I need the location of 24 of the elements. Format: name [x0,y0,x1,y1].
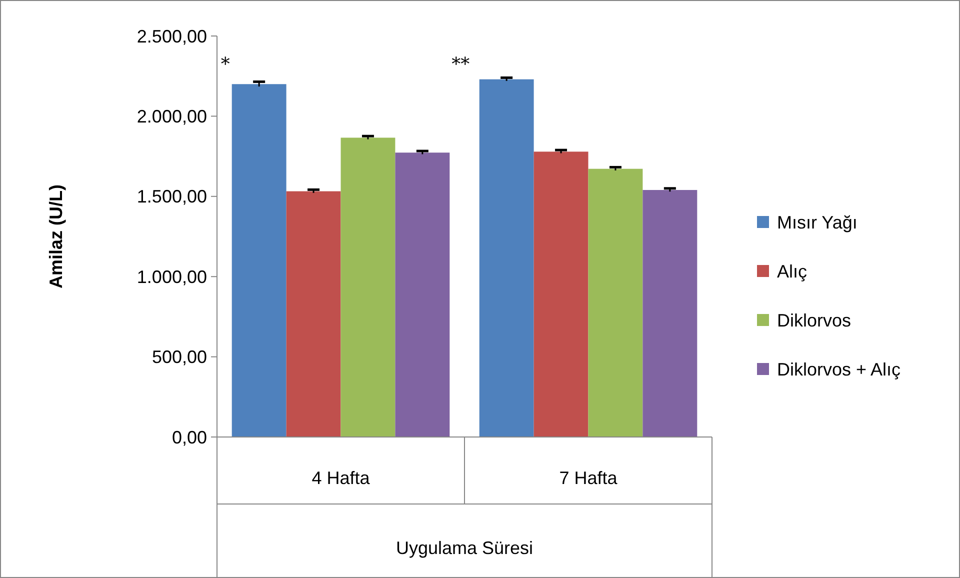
y-tick-label: 0,00 [172,427,207,448]
legend-label: Diklorvos + Alıç [777,359,901,380]
bar [395,152,450,437]
bar [232,84,286,437]
bar [534,152,588,437]
y-axis-title: Amilaz (U/L) [46,184,66,289]
y-tick-label: 500,00 [152,347,207,368]
bar [340,138,396,437]
bar [588,168,643,437]
annotation: ** [452,54,470,75]
x-tick-label: 4 Hafta [312,468,371,488]
y-tick-label: 2.500,00 [136,26,207,46]
x-tick-label: 7 Hafta [559,468,618,488]
annotation: * [220,54,230,75]
y-tick-label: 1.500,00 [136,186,207,207]
y-tick-label: 2.000,00 [136,106,207,126]
legend-label: Alıç [777,261,808,282]
bar [642,190,698,437]
legend-label: Diklorvos [777,310,852,330]
legend-label: Mısır Yağı [777,212,858,232]
x-axis-title: Uygulama Süresi [396,538,534,558]
bar [479,79,534,437]
bar [286,191,341,437]
y-tick-label: 1.000,00 [136,266,207,287]
